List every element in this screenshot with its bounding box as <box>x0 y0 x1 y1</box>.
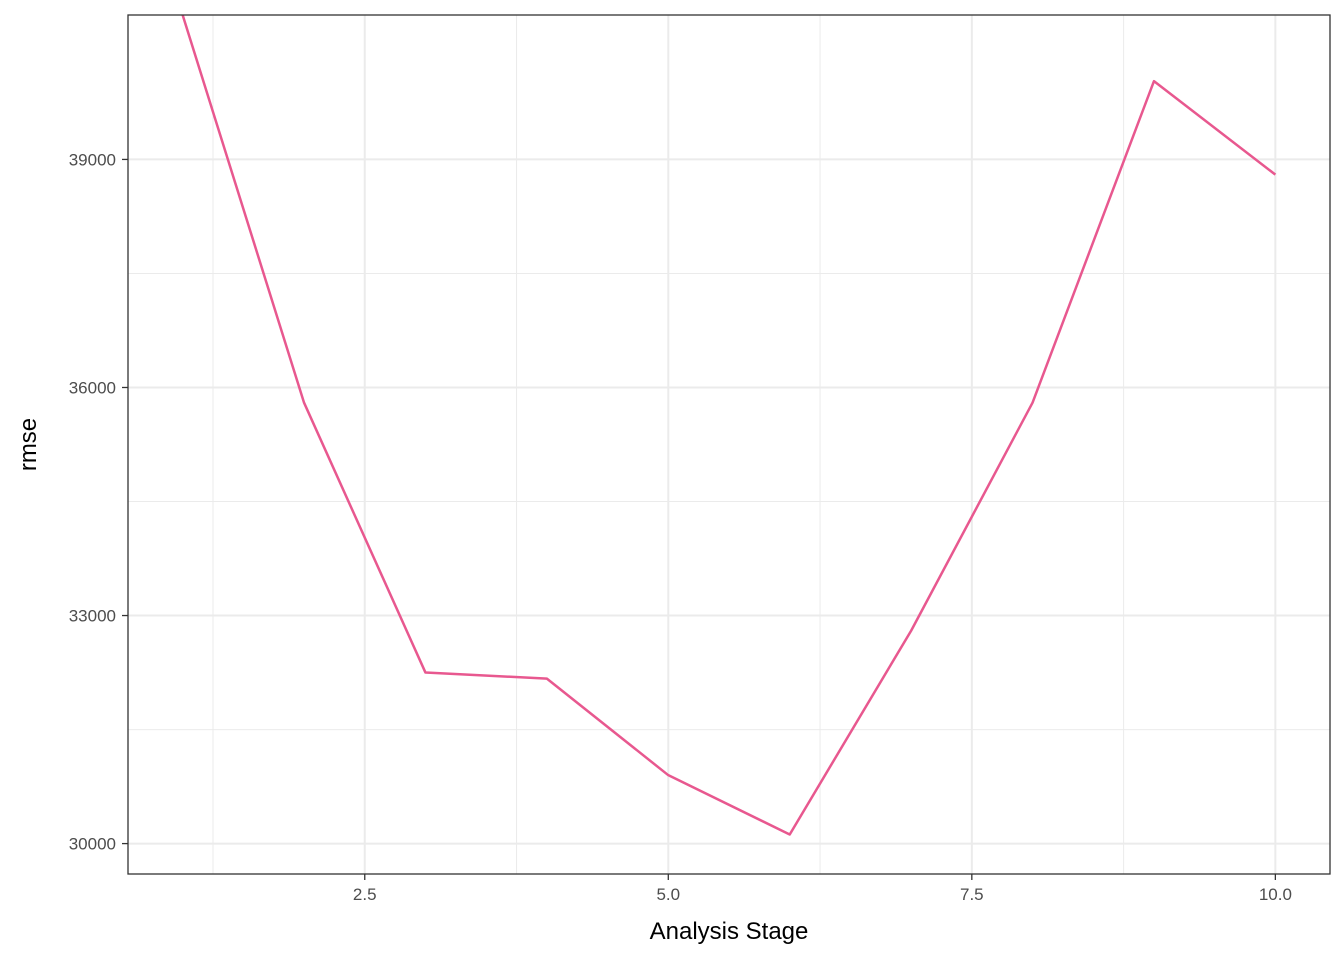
x-tick-label: 7.5 <box>960 885 984 904</box>
series-layer <box>181 14 1277 836</box>
series-line-0 <box>181 14 1277 836</box>
axes: 2.5 5.0 7.5 10.0 30000 33000 36000 39000 <box>69 150 1292 904</box>
grid <box>128 15 1330 874</box>
panel-border <box>127 14 1331 875</box>
x-tick-label: 10.0 <box>1259 885 1292 904</box>
y-tick-label: 36000 <box>69 378 116 397</box>
y-axis-title: rmse <box>15 418 42 471</box>
y-tick-label: 39000 <box>69 150 116 169</box>
x-tick-label: 2.5 <box>353 885 377 904</box>
y-tick-label: 30000 <box>69 835 116 854</box>
x-axis-title: Analysis Stage <box>650 918 809 945</box>
x-tick-label: 5.0 <box>656 885 680 904</box>
y-tick-label: 33000 <box>69 607 116 626</box>
